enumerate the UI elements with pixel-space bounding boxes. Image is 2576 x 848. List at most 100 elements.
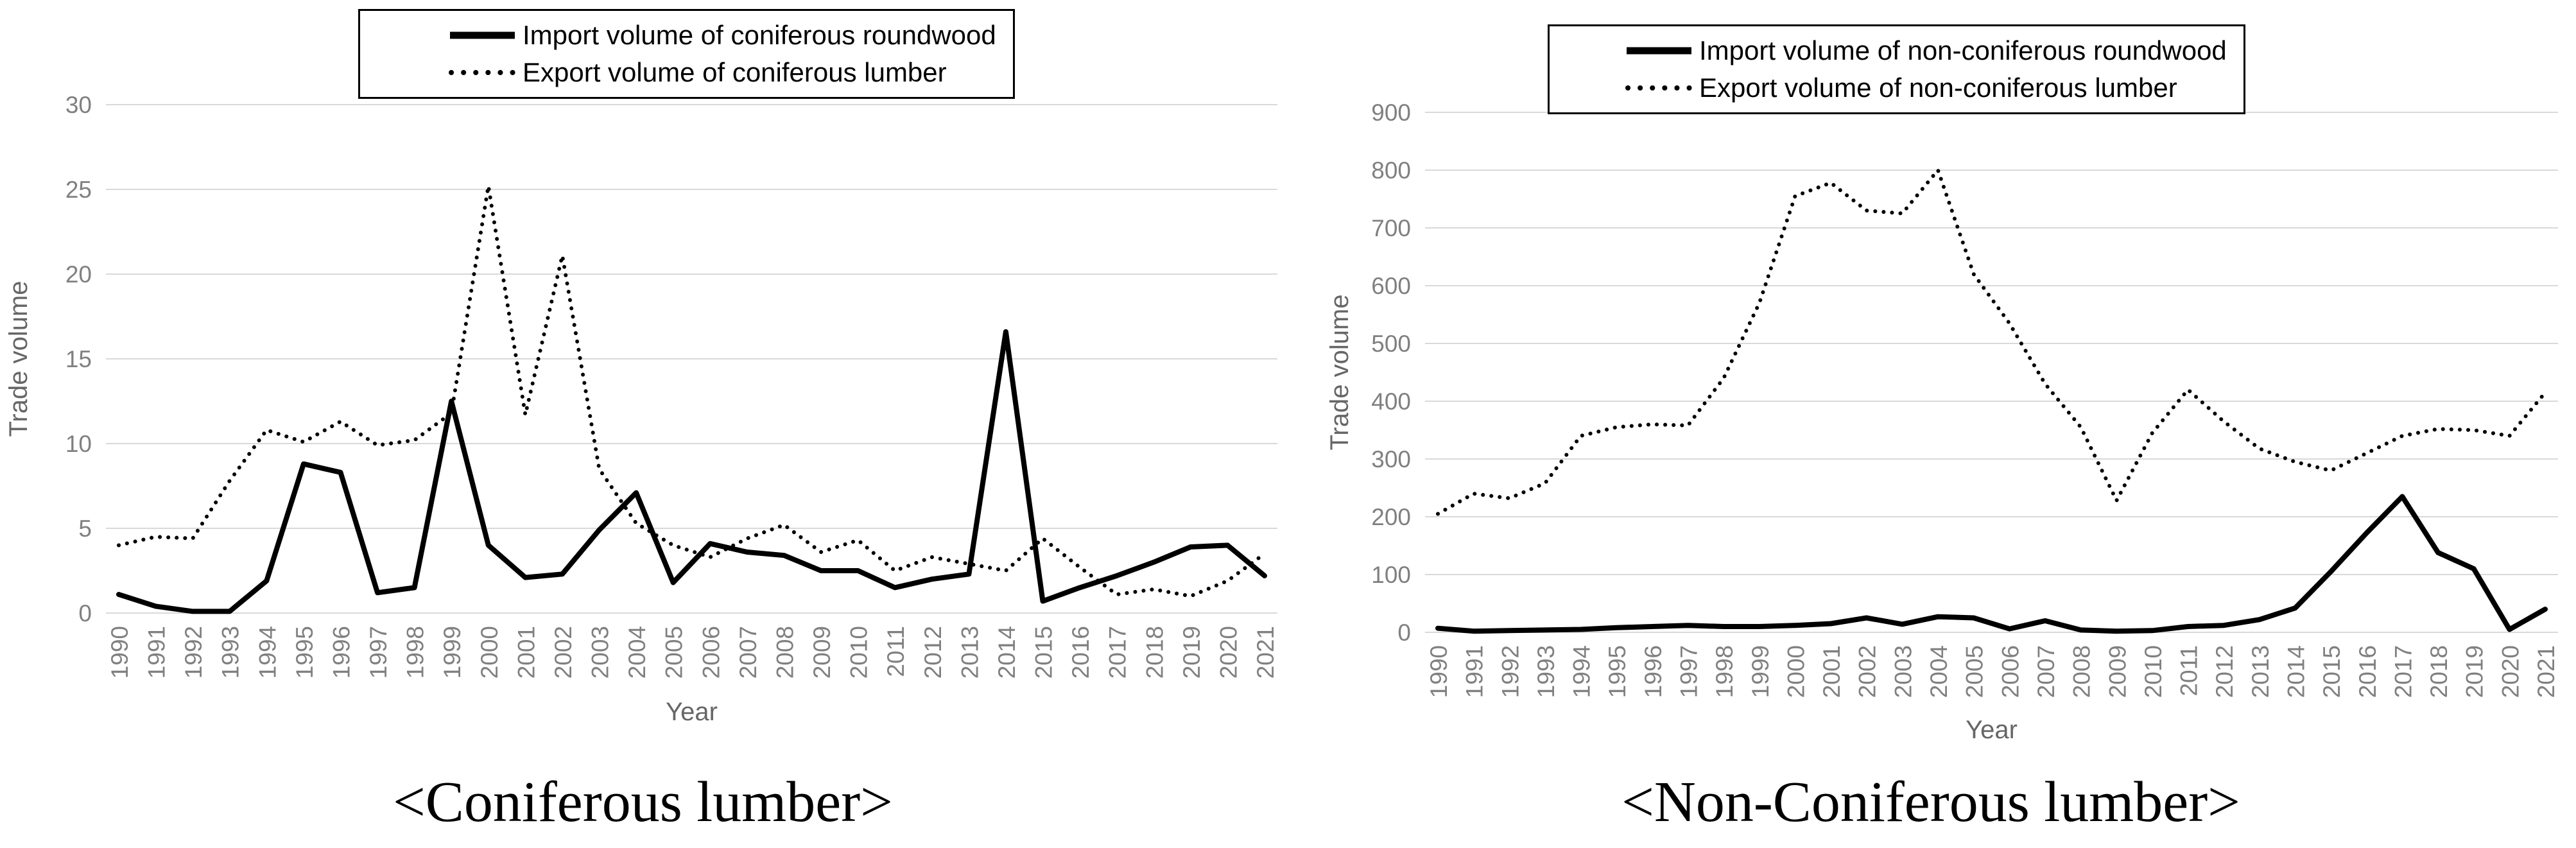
legend-key-solid-line xyxy=(450,31,515,39)
x-tick-label-1991: 1991 xyxy=(144,626,170,679)
caption-nonconiferous: <Non-Coniferous lumber> xyxy=(1621,770,2240,834)
x-tick-label-1994: 1994 xyxy=(254,626,281,679)
x-tick-label-2001: 2001 xyxy=(1819,645,1845,698)
x-tick-label-1996: 1996 xyxy=(328,626,354,679)
x-tick-label-2016: 2016 xyxy=(1068,626,1094,679)
legend-label-import-nonconiferous: Import volume of non-coniferous roundwoo… xyxy=(1699,35,2227,65)
x-tick-label-2008: 2008 xyxy=(2069,645,2095,698)
x-tick-label-2011: 2011 xyxy=(883,626,909,677)
x-axis-title: Year xyxy=(666,698,718,726)
x-tick-label-2018: 2018 xyxy=(2426,645,2452,698)
x-tick-label-2007: 2007 xyxy=(2033,645,2059,698)
x-tick-label-2005: 2005 xyxy=(1962,645,1988,698)
y-axis-title: Trade volume xyxy=(1326,294,1354,450)
x-tick-label-2019: 2019 xyxy=(2462,645,2488,698)
x-tick-label-2014: 2014 xyxy=(2283,645,2309,698)
x-tick-label-2019: 2019 xyxy=(1179,626,1205,679)
y-tick-label-200: 200 xyxy=(1371,504,1411,530)
x-tick-label-1994: 1994 xyxy=(1569,645,1595,698)
chart-panel-nonconiferous: 0 100 200 300 400 500 600 700 800 900 1990 1991 1992… xyxy=(1286,0,2576,848)
x-tick-label-2014: 2014 xyxy=(994,626,1020,679)
x-tick-label-2000: 2000 xyxy=(1783,645,1809,698)
x-tick-label-2015: 2015 xyxy=(2319,645,2345,698)
y-tick-label-15: 15 xyxy=(65,346,92,372)
x-tick-label-2017: 2017 xyxy=(2390,645,2416,698)
y-tick-label-20: 20 xyxy=(65,261,92,288)
x-tick-label-1995: 1995 xyxy=(291,626,318,679)
x-tick-label-2002: 2002 xyxy=(1854,645,1881,698)
y-tick-label-600: 600 xyxy=(1371,273,1411,299)
y-tick-label-800: 800 xyxy=(1371,157,1411,184)
y-tick-label-30: 30 xyxy=(65,92,92,118)
y-tick-label-500: 500 xyxy=(1371,331,1411,357)
x-tick-label-2002: 2002 xyxy=(550,626,576,679)
x-tick-label-2012: 2012 xyxy=(920,626,946,679)
x-tick-label-2013: 2013 xyxy=(956,626,983,679)
x-tick-label-2012: 2012 xyxy=(2211,645,2238,698)
y-tick-label-300: 300 xyxy=(1371,446,1411,472)
x-tick-label-2001: 2001 xyxy=(513,626,539,679)
x-tick-label-2021: 2021 xyxy=(2533,645,2559,698)
legend-key-dotted-line xyxy=(1625,85,1693,91)
y-tick-label-400: 400 xyxy=(1371,388,1411,415)
legend-label-export-coniferous: Export volume of coniferous lumber xyxy=(523,57,947,87)
x-tick-label-2003: 2003 xyxy=(587,626,614,679)
x-tick-label-1990: 1990 xyxy=(1426,645,1452,698)
y-tick-label-10: 10 xyxy=(65,431,92,457)
x-tick-label-2004: 2004 xyxy=(624,626,650,679)
x-tick-label-2006: 2006 xyxy=(698,626,724,679)
chart-panel-coniferous: 0 5 10 15 20 25 30 1990 1991 1992 1993 1994 1995 1996… xyxy=(0,0,1286,848)
x-tick-label-2007: 2007 xyxy=(735,626,761,679)
x-tick-label-2010: 2010 xyxy=(2140,645,2166,698)
legend-coniferous: Import volume of coniferous roundwood Ex… xyxy=(358,9,1015,99)
y-tick-label-100: 100 xyxy=(1371,562,1411,588)
x-tick-label-2010: 2010 xyxy=(846,626,872,679)
x-tick-label-1996: 1996 xyxy=(1640,645,1666,698)
x-tick-label-2021: 2021 xyxy=(1252,626,1279,679)
x-tick-label-1999: 1999 xyxy=(1747,645,1774,698)
x-tick-label-2003: 2003 xyxy=(1890,645,1916,698)
legend-key-solid-line xyxy=(1627,47,1691,55)
legend-nonconiferous: Import volume of non-coniferous roundwoo… xyxy=(1548,24,2245,114)
x-tick-label-1992: 1992 xyxy=(1497,645,1523,698)
x-tick-label-2020: 2020 xyxy=(1215,626,1241,679)
x-tick-label-2018: 2018 xyxy=(1141,626,1168,679)
x-tick-label-1992: 1992 xyxy=(180,626,207,679)
series-line-import xyxy=(1435,494,2548,634)
y-tick-label-0: 0 xyxy=(78,600,92,627)
legend-label-import-coniferous: Import volume of coniferous roundwood xyxy=(523,20,996,50)
x-tick-label-2004: 2004 xyxy=(1926,645,1952,698)
y-tick-label-700: 700 xyxy=(1371,215,1411,241)
x-tick-label-2016: 2016 xyxy=(2355,645,2381,698)
nonconiferous-chart-plot: 0 100 200 300 400 500 600 700 800 900 1990 1991 1992… xyxy=(1326,100,2559,744)
y-tick-label-0: 0 xyxy=(1397,619,1411,646)
coniferous-chart-plot: 0 5 10 15 20 25 30 1990 1991 1992 1993 1994 1995 1996… xyxy=(4,92,1279,726)
caption-coniferous: <Coniferous lumber> xyxy=(393,770,893,834)
y-tick-label-5: 5 xyxy=(78,515,92,542)
x-tick-label-2009: 2009 xyxy=(2104,645,2131,698)
x-tick-label-1997: 1997 xyxy=(365,626,392,679)
x-tick-label-2017: 2017 xyxy=(1105,626,1131,679)
legend-row-import: Import volume of non-coniferous roundwoo… xyxy=(1625,35,2227,66)
series-line-export xyxy=(1436,166,2547,516)
x-tick-label-1993: 1993 xyxy=(1533,645,1559,698)
x-tick-label-1998: 1998 xyxy=(402,626,429,679)
x-tick-label-1991: 1991 xyxy=(1462,645,1488,698)
x-tick-label-2000: 2000 xyxy=(476,626,503,679)
legend-key-dotted-line xyxy=(449,70,516,75)
y-axis-title: Trade volume xyxy=(4,281,33,437)
y-tick-label-25: 25 xyxy=(65,177,92,203)
legend-label-export-nonconiferous: Export volume of non-coniferous lumber xyxy=(1699,73,2177,103)
x-tick-label-2009: 2009 xyxy=(809,626,835,679)
x-axis-title: Year xyxy=(1966,716,2018,744)
series-line-export xyxy=(117,186,1266,598)
x-tick-label-1990: 1990 xyxy=(107,626,133,679)
x-tick-label-2020: 2020 xyxy=(2497,645,2523,698)
x-tick-label-2011: 2011 xyxy=(2176,645,2202,697)
x-tick-label-1997: 1997 xyxy=(1676,645,1702,698)
x-tick-label-1998: 1998 xyxy=(1711,645,1738,698)
x-tick-label-1993: 1993 xyxy=(218,626,244,679)
x-tick-label-2006: 2006 xyxy=(1997,645,2023,698)
legend-row-export: Export volume of coniferous lumber xyxy=(449,57,996,88)
x-tick-label-1999: 1999 xyxy=(439,626,465,679)
